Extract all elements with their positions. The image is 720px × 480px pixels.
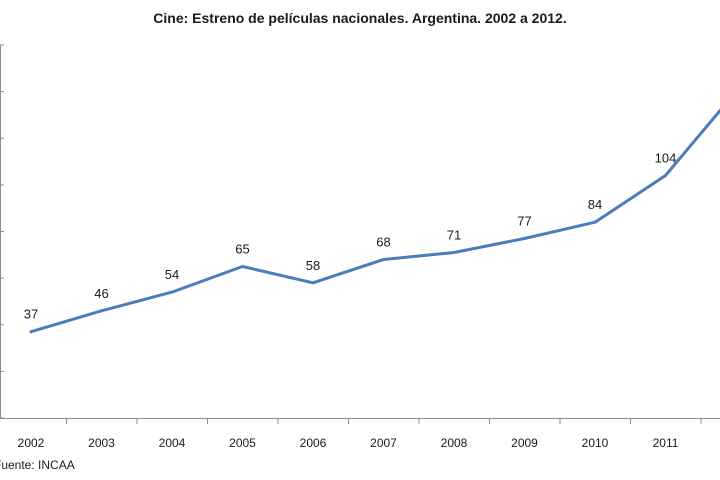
- data-label-2004: 54: [165, 267, 179, 282]
- data-point-2006: [311, 281, 315, 285]
- source-note: Fuente: INCAA: [0, 458, 75, 472]
- x-tick-label-2005: 2005: [229, 436, 256, 450]
- data-label-2009: 77: [517, 213, 531, 228]
- data-label-2003: 46: [94, 286, 108, 301]
- data-label-2002: 37: [24, 307, 38, 322]
- data-label-2010: 84: [588, 197, 602, 212]
- data-label-2011: 104: [655, 151, 677, 166]
- x-tick-label-2009: 2009: [511, 436, 538, 450]
- series-line: [29, 108, 720, 334]
- data-label-2008: 71: [447, 227, 461, 242]
- data-point-2008: [452, 250, 456, 254]
- data-point-2004: [170, 290, 174, 294]
- series-group: [29, 108, 720, 334]
- chart-title: Cine: Estreno de películas nacionales. A…: [153, 10, 567, 26]
- data-point-2007: [382, 257, 385, 261]
- x-tick-label-2004: 2004: [159, 436, 186, 450]
- x-tick-labels-group: 2002 2003 2004 2005 2006 2007 2008 2009 2010 2011…: [18, 436, 679, 450]
- data-point-2009: [523, 236, 526, 240]
- x-tick-label-2011: 2011: [653, 436, 679, 450]
- x-tick-label-2007: 2007: [370, 436, 397, 450]
- data-label-2006: 58: [306, 258, 320, 273]
- x-tick-label-2006: 2006: [300, 436, 327, 450]
- x-tick-label-2003: 2003: [88, 436, 115, 450]
- data-point-2005: [241, 264, 244, 268]
- data-point-2011: [664, 174, 667, 178]
- data-label-2005: 65: [235, 241, 249, 256]
- data-label-2007: 68: [376, 234, 390, 249]
- data-point-2002: [29, 330, 33, 334]
- data-labels-group: 37 46 54 65 58 68 71 77 84 104: [24, 151, 677, 322]
- data-point-2003: [100, 309, 103, 313]
- x-tick-label-2008: 2008: [441, 436, 468, 450]
- chart-axes: [0, 44, 720, 424]
- x-tick-label-2002: 2002: [18, 436, 45, 450]
- x-tick-label-2010: 2010: [582, 436, 609, 450]
- data-point-2010: [593, 220, 597, 224]
